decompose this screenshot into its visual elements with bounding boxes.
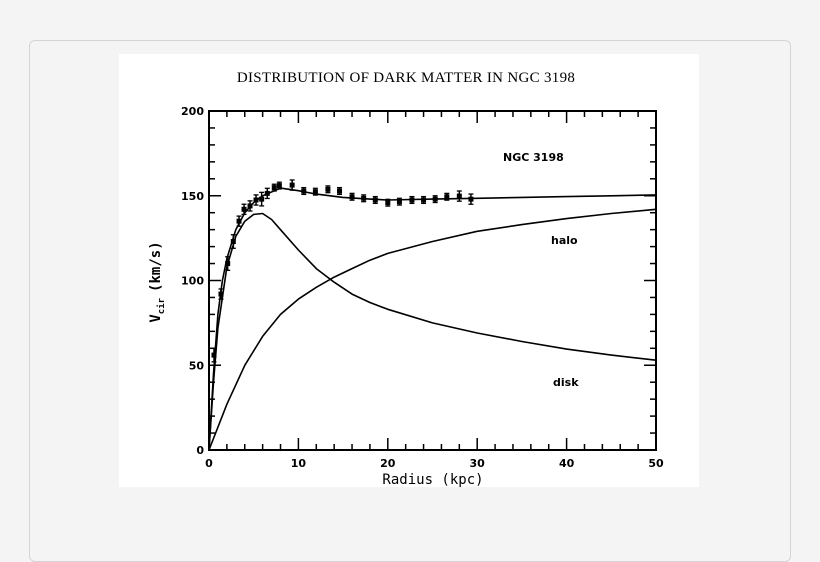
data-point	[349, 192, 355, 201]
data-point	[218, 288, 224, 300]
point-marker	[312, 189, 318, 195]
point-marker	[456, 193, 462, 199]
data-point	[236, 215, 242, 227]
point-marker	[361, 195, 367, 201]
point-marker	[271, 185, 277, 191]
point-marker	[468, 196, 474, 202]
x-axis-label: Radius (kpc)	[382, 472, 483, 487]
y-tick-label: 50	[189, 359, 205, 372]
x-tick-label: 10	[291, 457, 307, 470]
point-marker	[325, 186, 331, 192]
data-point	[396, 197, 402, 206]
data-point	[301, 186, 307, 196]
data-point	[361, 194, 367, 203]
curve-disk	[208, 212, 657, 451]
x-tick-label: 40	[559, 457, 575, 470]
data-point	[421, 195, 427, 205]
y-axis-label-unit: (km/s)	[148, 241, 164, 292]
y-tick-label: 100	[181, 275, 204, 288]
data-point	[468, 193, 474, 205]
annotation-galaxy: NGC 3198	[503, 151, 564, 164]
point-marker	[289, 182, 295, 188]
data-point	[225, 256, 231, 271]
point-marker	[253, 197, 259, 203]
data-point	[432, 195, 438, 204]
point-marker	[218, 291, 224, 297]
data-point	[385, 198, 391, 207]
tick-labels: 0 10 20 30 40 50 0 50 100 150 200	[181, 105, 664, 470]
annotation-disk: disk	[553, 376, 579, 389]
data-point	[409, 195, 415, 205]
data-point	[276, 181, 282, 190]
rotation-curve-chart: DISTRIBUTION OF DARK MATTER IN NGC 3198 …	[148, 70, 664, 487]
point-marker	[236, 218, 242, 224]
axes	[208, 110, 657, 451]
data-point	[289, 179, 295, 191]
point-marker	[225, 261, 231, 267]
data-point	[271, 183, 277, 192]
chart-title: DISTRIBUTION OF DARK MATTER IN NGC 3198	[237, 70, 575, 86]
point-marker	[259, 196, 265, 202]
data-point	[444, 192, 450, 201]
curve-halo	[208, 208, 657, 451]
x-tick-label: 50	[648, 457, 664, 470]
data-point	[230, 234, 236, 249]
point-marker	[349, 194, 355, 200]
data-point	[325, 185, 331, 194]
point-marker	[432, 196, 438, 202]
point-marker	[301, 188, 307, 194]
data-point	[337, 186, 343, 196]
svg-text:Vcir(km/s): Vcir (km/s)	[148, 241, 167, 322]
point-marker	[337, 188, 343, 194]
point-marker	[276, 183, 282, 189]
point-marker	[372, 197, 378, 203]
data-point	[253, 194, 259, 206]
point-marker	[247, 203, 253, 209]
point-marker	[385, 200, 391, 206]
data-point	[456, 190, 462, 202]
point-marker	[421, 197, 427, 203]
point-marker	[409, 197, 415, 203]
curve-total	[208, 187, 657, 451]
y-axis-label-symbol: V	[148, 314, 164, 323]
y-tick-label: 0	[196, 444, 204, 457]
point-marker	[264, 190, 270, 196]
data-point	[259, 191, 265, 207]
x-tick-label: 20	[380, 457, 396, 470]
data-point	[241, 203, 247, 216]
data-point	[247, 200, 253, 212]
y-tick-label: 200	[181, 105, 204, 118]
y-tick-label: 150	[181, 190, 204, 203]
plot-frame	[208, 110, 657, 451]
point-marker	[211, 352, 217, 358]
chart-figure: DISTRIBUTION OF DARK MATTER IN NGC 3198 …	[119, 54, 699, 487]
point-marker	[444, 194, 450, 200]
data-point	[312, 187, 318, 196]
data-point	[264, 187, 270, 200]
data-points	[211, 179, 474, 363]
annotation-halo: halo	[551, 234, 578, 247]
point-marker	[230, 239, 236, 245]
y-axis-label: Vcir (km/s)	[148, 241, 167, 322]
point-marker	[396, 199, 402, 205]
data-point	[372, 195, 378, 205]
y-axis-label-subscript: cir	[156, 297, 167, 314]
model-curves	[208, 187, 657, 451]
point-marker	[241, 206, 247, 212]
data-point	[211, 347, 217, 363]
x-tick-label: 0	[205, 457, 213, 470]
x-tick-label: 30	[470, 457, 486, 470]
